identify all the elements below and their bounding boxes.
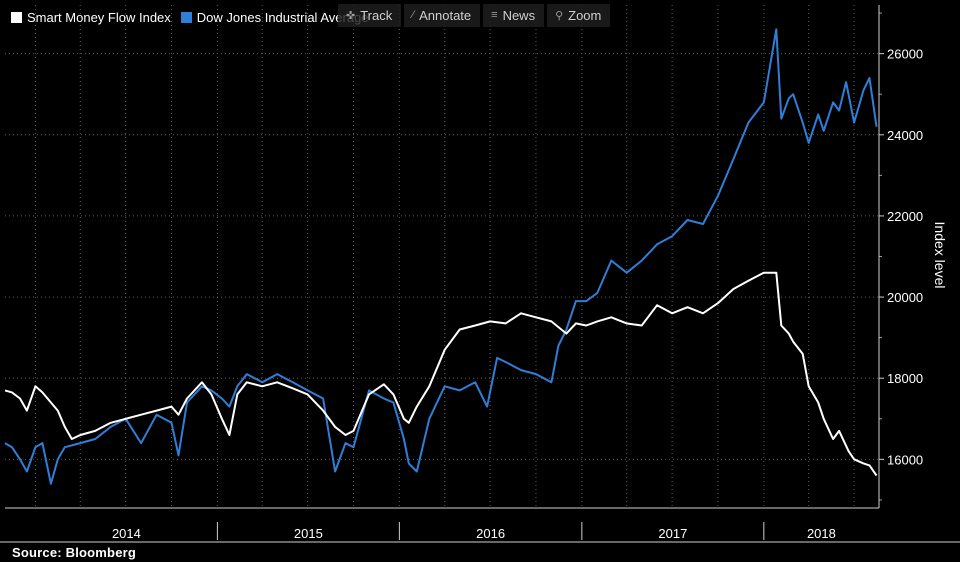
series-line-dow xyxy=(4,28,878,485)
x-tick-label-2016: 2016 xyxy=(476,526,505,541)
legend-item-dow[interactable]: Dow Jones Industrial Average xyxy=(180,10,369,25)
smart-money-swatch xyxy=(11,12,22,23)
x-tick-label-2014: 2014 xyxy=(112,526,141,541)
x-tick-label-2017: 2017 xyxy=(658,526,687,541)
y-tick-label-2: 20000 xyxy=(887,290,923,305)
dow-swatch xyxy=(180,12,192,23)
y-tick-label-0: 16000 xyxy=(887,452,923,467)
news-button[interactable]: ≡ News xyxy=(483,4,545,27)
zoom-label: Zoom xyxy=(568,7,602,23)
y-tick-label-3: 22000 xyxy=(887,209,923,224)
crosshair-icon: ✜ xyxy=(346,9,356,22)
source-note: Source: Bloomberg xyxy=(12,545,137,560)
news-label: News xyxy=(502,7,536,23)
track-label: Track xyxy=(360,7,393,23)
y-tick-label-5: 26000 xyxy=(887,47,923,62)
annotate-label: Annotate xyxy=(419,7,472,23)
legend-item-smart-money[interactable]: Smart Money Flow Index xyxy=(11,10,171,25)
legend-label-smart-money: Smart Money Flow Index xyxy=(27,10,171,25)
news-icon: ≡ xyxy=(491,9,498,21)
x-tick-label-2018: 2018 xyxy=(807,526,836,541)
chart-legend: Smart Money Flow Index Dow Jones Industr… xyxy=(11,10,369,25)
track-button[interactable]: ✜ Track xyxy=(338,4,402,27)
y-tick-label-1: 18000 xyxy=(887,371,923,386)
legend-label-dow: Dow Jones Industrial Average xyxy=(196,10,369,25)
axis-layer: 16000 18000 20000 22000 24000 26000 2014 2015 20… xyxy=(0,5,960,543)
grid-layer xyxy=(5,5,879,508)
y-axis-label: Index level xyxy=(932,222,948,289)
y-tick-label-4: 24000 xyxy=(887,128,923,143)
series-line-smart-money xyxy=(4,271,878,477)
series-layer xyxy=(4,28,878,485)
chart-toolbar: ✜ Track ∕ Annotate ≡ News ⚲ Zoom xyxy=(338,4,611,27)
annotate-button[interactable]: ∕ Annotate xyxy=(404,4,481,27)
zoom-button[interactable]: ⚲ Zoom xyxy=(547,4,611,27)
x-tick-label-2015: 2015 xyxy=(294,526,323,541)
magnifier-icon: ⚲ xyxy=(555,9,564,22)
pencil-icon: ∕ xyxy=(412,9,415,21)
